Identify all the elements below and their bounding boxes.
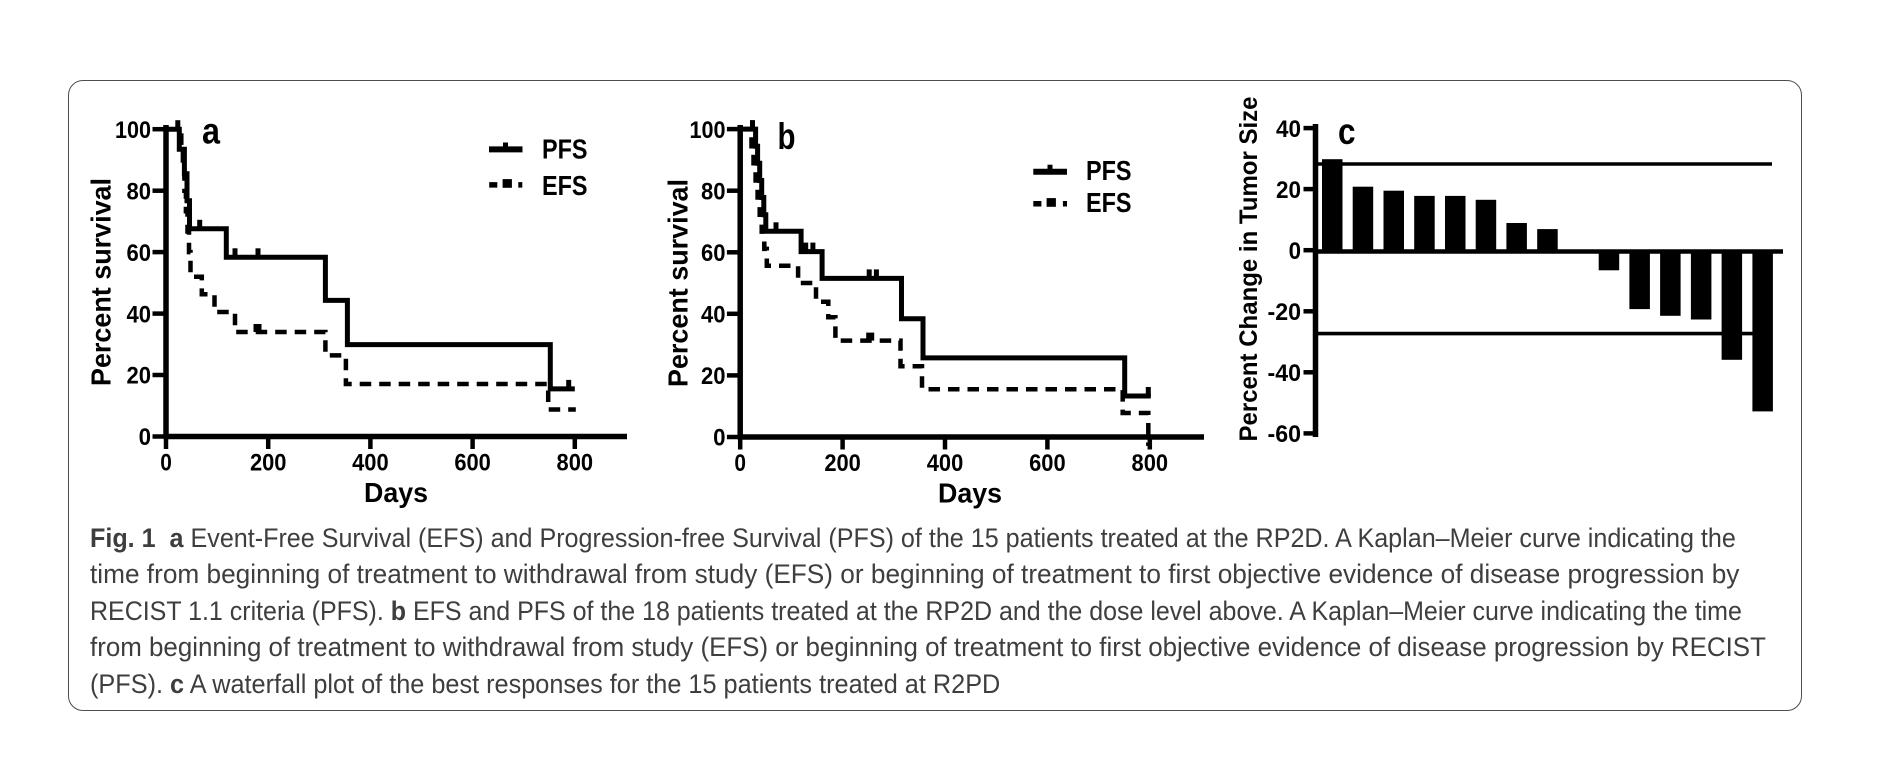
svg-text:40: 40: [127, 301, 152, 328]
svg-text:400: 400: [352, 450, 389, 477]
svg-text:b: b: [778, 116, 796, 157]
svg-text:-20: -20: [1268, 299, 1302, 326]
svg-text:800: 800: [1132, 450, 1169, 477]
svg-text:a: a: [202, 111, 220, 152]
svg-text:0: 0: [713, 425, 725, 452]
svg-text:800: 800: [557, 450, 594, 477]
svg-text:20: 20: [127, 363, 152, 390]
svg-text:PFS: PFS: [1086, 155, 1132, 186]
svg-text:0: 0: [734, 450, 746, 477]
svg-text:100: 100: [690, 117, 726, 144]
svg-text:Days: Days: [938, 478, 1002, 509]
svg-text:c: c: [1338, 111, 1356, 152]
svg-text:-60: -60: [1268, 421, 1302, 448]
svg-text:Days: Days: [364, 477, 428, 508]
svg-text:0: 0: [1289, 238, 1301, 265]
svg-text:Percent Change in Tumor Size: Percent Change in Tumor Size: [1235, 96, 1263, 441]
svg-text:200: 200: [824, 450, 861, 477]
svg-text:200: 200: [250, 450, 287, 477]
svg-text:Percent survival: Percent survival: [663, 179, 694, 387]
svg-text:EFS: EFS: [542, 170, 588, 201]
svg-text:80: 80: [127, 178, 152, 205]
svg-text:0: 0: [160, 450, 172, 477]
svg-text:Percent survival: Percent survival: [86, 178, 117, 386]
svg-text:20: 20: [701, 363, 726, 390]
svg-text:600: 600: [454, 450, 491, 477]
svg-text:100: 100: [115, 117, 151, 144]
svg-text:PFS: PFS: [542, 134, 588, 165]
svg-text:80: 80: [701, 178, 726, 205]
svg-text:40: 40: [701, 302, 726, 329]
svg-text:400: 400: [927, 450, 964, 477]
svg-text:600: 600: [1029, 450, 1066, 477]
svg-text:60: 60: [127, 240, 152, 267]
svg-text:0: 0: [139, 424, 151, 451]
svg-text:-40: -40: [1268, 360, 1302, 387]
svg-text:40: 40: [1276, 116, 1301, 143]
svg-text:20: 20: [1276, 177, 1301, 204]
svg-text:60: 60: [701, 240, 726, 267]
svg-text:EFS: EFS: [1086, 187, 1132, 218]
